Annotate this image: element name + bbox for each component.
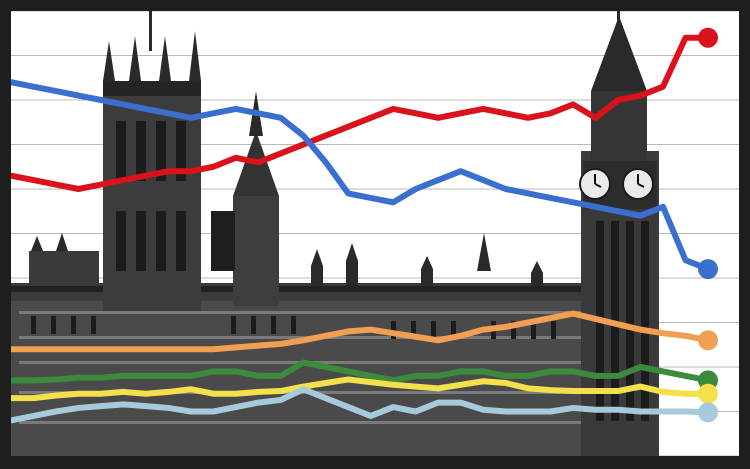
series-end-markers (698, 27, 718, 423)
series-line-6 (11, 386, 711, 424)
series-line-3 (11, 310, 711, 353)
series-end-marker-1 (698, 27, 718, 48)
series-line-5 (11, 376, 711, 402)
series-line-1 (11, 34, 711, 192)
chart-frame (11, 11, 739, 456)
series-line-4 (11, 359, 711, 384)
series-end-marker-6 (698, 402, 718, 423)
series-end-marker-5 (698, 383, 718, 404)
chart-svg (11, 11, 739, 456)
series-line-2 (11, 79, 711, 273)
series-end-marker-2 (698, 259, 718, 280)
series-end-marker-3 (698, 330, 718, 351)
series-lines (11, 34, 711, 424)
